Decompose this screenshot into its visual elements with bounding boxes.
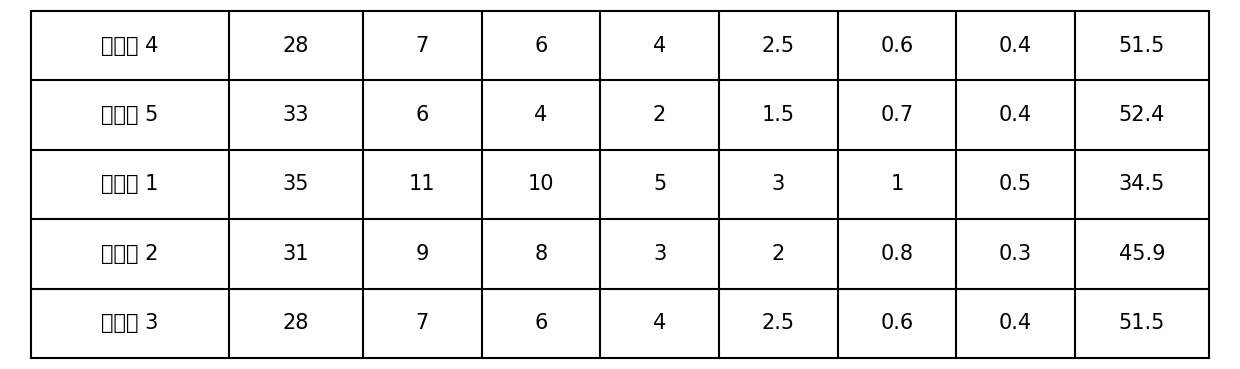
Text: 6: 6 <box>534 313 548 333</box>
Text: 3: 3 <box>771 175 785 194</box>
Text: 对比例 3: 对比例 3 <box>102 313 159 333</box>
Text: 0.8: 0.8 <box>880 244 914 264</box>
Text: 51.5: 51.5 <box>1118 313 1166 333</box>
Text: 2: 2 <box>653 105 666 125</box>
Text: 实施例 5: 实施例 5 <box>102 105 159 125</box>
Text: 3: 3 <box>653 244 666 264</box>
Text: 5: 5 <box>653 175 666 194</box>
Text: 0.4: 0.4 <box>999 313 1032 333</box>
Text: 4: 4 <box>534 105 548 125</box>
Text: 0.7: 0.7 <box>880 105 914 125</box>
Text: 0.4: 0.4 <box>999 105 1032 125</box>
Text: 1: 1 <box>890 175 904 194</box>
Text: 8: 8 <box>534 244 547 264</box>
Text: 10: 10 <box>528 175 554 194</box>
Text: 实施例 4: 实施例 4 <box>102 36 159 56</box>
Text: 对比例 1: 对比例 1 <box>102 175 159 194</box>
Text: 9: 9 <box>415 244 429 264</box>
Text: 对比例 2: 对比例 2 <box>102 244 159 264</box>
Text: 0.5: 0.5 <box>999 175 1032 194</box>
Text: 11: 11 <box>409 175 435 194</box>
Text: 33: 33 <box>283 105 309 125</box>
Text: 6: 6 <box>415 105 429 125</box>
Text: 2.5: 2.5 <box>761 36 795 56</box>
Text: 4: 4 <box>653 313 666 333</box>
Text: 2.5: 2.5 <box>761 313 795 333</box>
Text: 0.6: 0.6 <box>880 313 914 333</box>
Text: 7: 7 <box>415 36 429 56</box>
Text: 0.3: 0.3 <box>999 244 1032 264</box>
Text: 35: 35 <box>283 175 309 194</box>
Text: 31: 31 <box>283 244 309 264</box>
Text: 52.4: 52.4 <box>1118 105 1166 125</box>
Text: 45.9: 45.9 <box>1118 244 1166 264</box>
Text: 0.6: 0.6 <box>880 36 914 56</box>
Text: 34.5: 34.5 <box>1118 175 1166 194</box>
Text: 4: 4 <box>653 36 666 56</box>
Text: 7: 7 <box>415 313 429 333</box>
Text: 0.4: 0.4 <box>999 36 1032 56</box>
Text: 1.5: 1.5 <box>761 105 795 125</box>
Text: 28: 28 <box>283 313 309 333</box>
Text: 2: 2 <box>771 244 785 264</box>
Text: 28: 28 <box>283 36 309 56</box>
Text: 51.5: 51.5 <box>1118 36 1166 56</box>
Text: 6: 6 <box>534 36 548 56</box>
